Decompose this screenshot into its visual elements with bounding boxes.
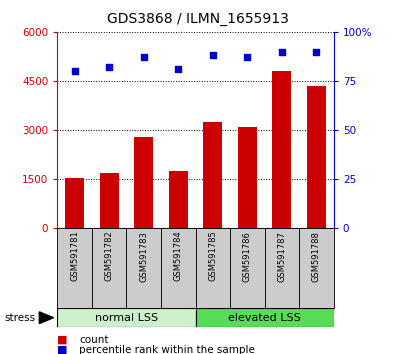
Text: GSM591787: GSM591787	[277, 231, 286, 281]
Bar	[134, 137, 153, 228]
Point	[279, 48, 285, 54]
Text: GSM591781: GSM591781	[70, 231, 79, 281]
Text: normal LSS: normal LSS	[95, 313, 158, 323]
Bar	[265, 228, 299, 308]
Text: ■: ■	[57, 345, 68, 354]
Bar	[273, 71, 292, 228]
Text: ■: ■	[57, 335, 68, 345]
Bar	[161, 228, 196, 308]
Text: GSM591786: GSM591786	[243, 231, 252, 281]
Bar	[238, 127, 257, 228]
Bar	[196, 228, 230, 308]
Bar	[299, 228, 334, 308]
Text: elevated LSS: elevated LSS	[228, 313, 301, 323]
Point	[106, 64, 112, 70]
Text: stress: stress	[4, 313, 35, 323]
Point	[141, 55, 147, 60]
Text: GSM591785: GSM591785	[208, 231, 217, 281]
Bar	[57, 308, 196, 327]
Bar	[92, 228, 126, 308]
Point	[244, 55, 250, 60]
Point	[175, 66, 181, 72]
Text: GSM591782: GSM591782	[105, 231, 114, 281]
Bar	[169, 171, 188, 228]
Point	[71, 68, 78, 74]
Polygon shape	[40, 312, 54, 324]
Point	[210, 53, 216, 58]
Bar	[307, 86, 326, 228]
Text: GSM591783: GSM591783	[139, 231, 148, 281]
Text: count: count	[79, 335, 109, 345]
Text: GSM591788: GSM591788	[312, 231, 321, 281]
Bar	[230, 228, 265, 308]
Bar	[126, 228, 161, 308]
Bar	[57, 228, 92, 308]
Bar	[196, 308, 334, 327]
Text: percentile rank within the sample: percentile rank within the sample	[79, 345, 255, 354]
Text: GSM591784: GSM591784	[174, 231, 183, 281]
Bar	[65, 178, 84, 228]
Bar	[100, 173, 118, 228]
Text: GDS3868 / ILMN_1655913: GDS3868 / ILMN_1655913	[107, 12, 288, 27]
Bar	[203, 122, 222, 228]
Point	[313, 48, 320, 54]
